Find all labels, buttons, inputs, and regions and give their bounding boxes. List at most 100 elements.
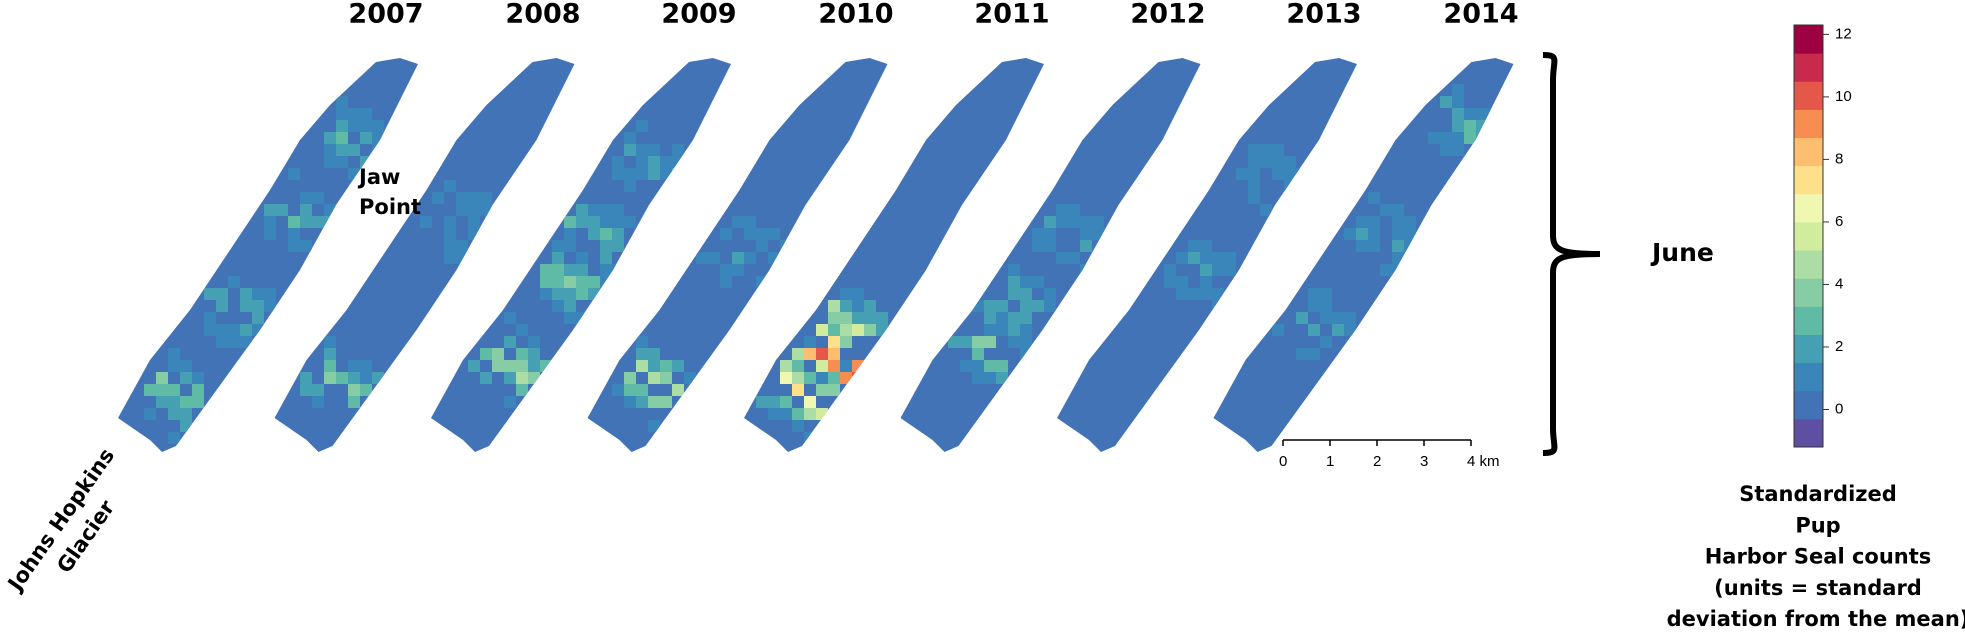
cell bbox=[564, 216, 576, 228]
cell bbox=[636, 120, 648, 132]
cell bbox=[1488, 108, 1500, 120]
cell bbox=[552, 264, 564, 276]
cell bbox=[744, 228, 756, 240]
cell bbox=[552, 240, 564, 252]
cell bbox=[1368, 240, 1380, 252]
cell bbox=[336, 156, 348, 168]
cell bbox=[1164, 276, 1176, 288]
cell bbox=[1224, 264, 1236, 276]
cell bbox=[1212, 252, 1224, 264]
cell bbox=[504, 312, 516, 324]
cell bbox=[612, 264, 624, 276]
cell bbox=[516, 372, 528, 384]
cell bbox=[600, 228, 612, 240]
cell bbox=[348, 120, 360, 132]
cell bbox=[600, 276, 612, 288]
cell bbox=[180, 408, 192, 420]
cell bbox=[444, 240, 456, 252]
cell bbox=[1356, 216, 1368, 228]
cell bbox=[1380, 204, 1392, 216]
cell bbox=[612, 204, 624, 216]
cell bbox=[168, 360, 180, 372]
cell bbox=[780, 360, 792, 372]
cell bbox=[828, 312, 840, 324]
cell bbox=[1464, 156, 1476, 168]
cell bbox=[180, 360, 192, 372]
cell bbox=[564, 300, 576, 312]
cell bbox=[228, 324, 240, 336]
cell bbox=[1236, 168, 1248, 180]
cell bbox=[588, 288, 600, 300]
colorbar-title: (units = standard bbox=[1714, 576, 1922, 600]
cell bbox=[1260, 144, 1272, 156]
cell bbox=[840, 324, 852, 336]
year-label: 2009 bbox=[661, 0, 736, 30]
cell bbox=[1020, 276, 1032, 288]
cell bbox=[1392, 264, 1404, 276]
cell bbox=[696, 252, 708, 264]
cell bbox=[1260, 204, 1272, 216]
cell bbox=[480, 204, 492, 216]
cell bbox=[1356, 240, 1368, 252]
cell bbox=[1440, 132, 1452, 144]
cell bbox=[780, 396, 792, 408]
cell bbox=[600, 216, 612, 228]
colorbar-band bbox=[1794, 165, 1823, 195]
cell bbox=[552, 300, 564, 312]
cell bbox=[1248, 180, 1260, 192]
cell bbox=[732, 252, 744, 264]
cell bbox=[336, 144, 348, 156]
scale-tick-label: 4 km bbox=[1467, 453, 1500, 470]
cell bbox=[816, 360, 828, 372]
scale-tick-label: 2 bbox=[1373, 453, 1381, 470]
cell bbox=[1056, 216, 1068, 228]
cell bbox=[1452, 120, 1464, 132]
cell bbox=[492, 348, 504, 360]
cell bbox=[576, 312, 588, 324]
cell bbox=[204, 324, 216, 336]
cell bbox=[540, 288, 552, 300]
cell bbox=[984, 312, 996, 324]
cell bbox=[564, 312, 576, 324]
cell bbox=[996, 312, 1008, 324]
cell bbox=[444, 216, 456, 228]
cell bbox=[840, 312, 852, 324]
cell bbox=[312, 192, 324, 204]
cell bbox=[180, 372, 192, 384]
cell bbox=[1284, 168, 1296, 180]
cell bbox=[192, 372, 204, 384]
cell bbox=[804, 372, 816, 384]
colorbar-tick-label: 4 bbox=[1835, 275, 1843, 292]
cell bbox=[744, 252, 756, 264]
cell bbox=[1452, 96, 1464, 108]
colorbar-tick-label: 2 bbox=[1835, 338, 1843, 355]
cell bbox=[156, 384, 168, 396]
cell bbox=[840, 288, 852, 300]
cell bbox=[612, 168, 624, 180]
cell bbox=[1008, 336, 1020, 348]
cell bbox=[648, 168, 660, 180]
cell bbox=[720, 264, 732, 276]
cell bbox=[1188, 288, 1200, 300]
survey-strip bbox=[744, 58, 1044, 452]
cell bbox=[972, 372, 984, 384]
cell bbox=[324, 204, 336, 216]
cell bbox=[996, 300, 1008, 312]
colorbar-band bbox=[1794, 137, 1823, 167]
cell bbox=[492, 360, 504, 372]
cell bbox=[780, 408, 792, 420]
cell bbox=[1092, 228, 1104, 240]
cell bbox=[828, 384, 840, 396]
cell bbox=[372, 144, 384, 156]
cell bbox=[360, 360, 372, 372]
cell bbox=[252, 300, 264, 312]
cell bbox=[636, 384, 648, 396]
maps bbox=[118, 58, 1514, 452]
cell bbox=[1464, 156, 1476, 168]
cell bbox=[324, 132, 336, 144]
cell bbox=[480, 348, 492, 360]
cell bbox=[252, 324, 264, 336]
year-label: 2008 bbox=[505, 0, 580, 30]
cell bbox=[192, 384, 204, 396]
cell bbox=[516, 360, 528, 372]
